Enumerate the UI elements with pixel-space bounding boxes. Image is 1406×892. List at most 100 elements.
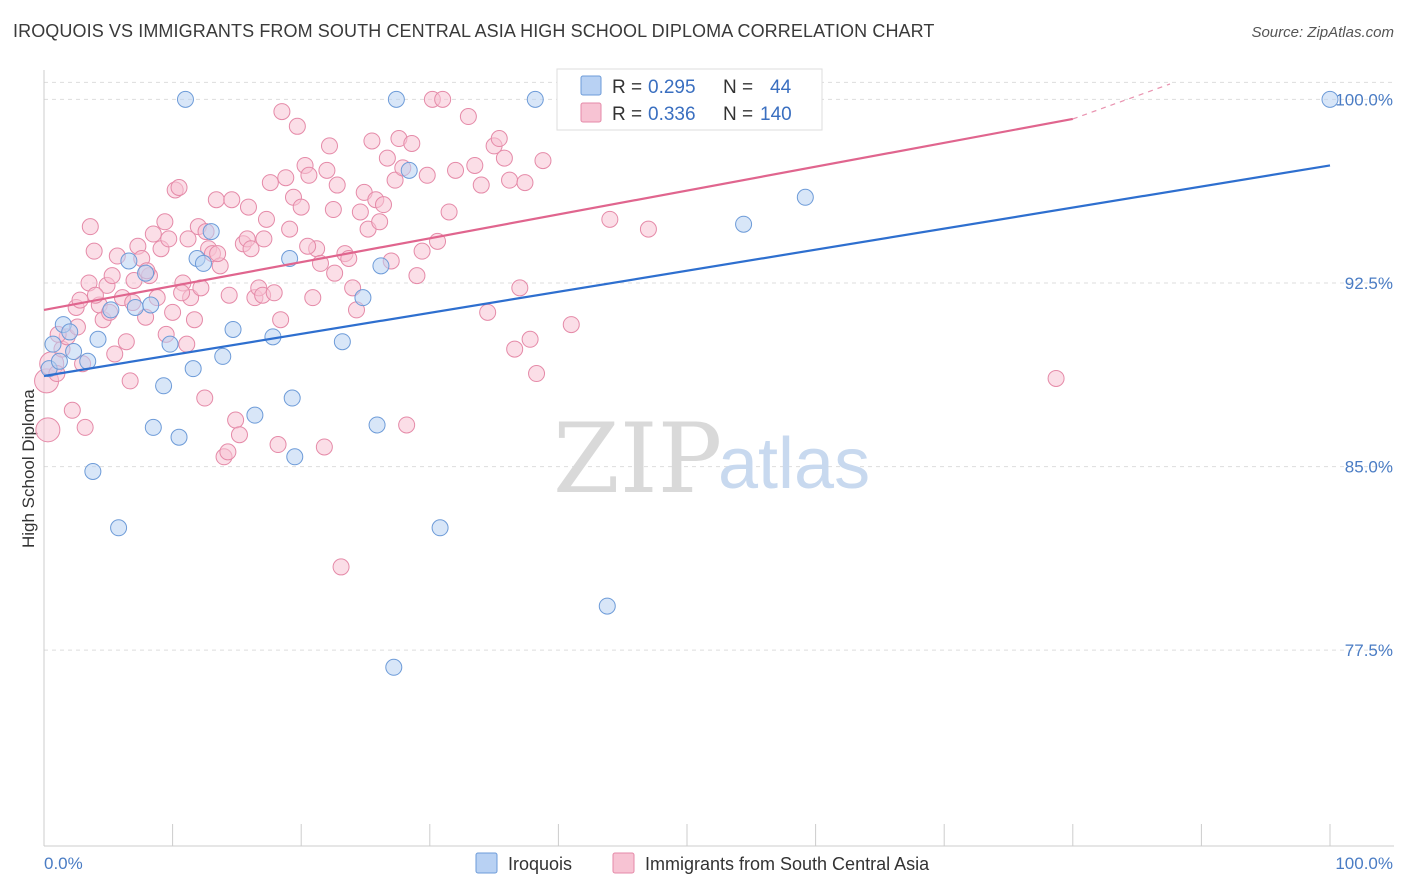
legend-r-value-iroquois: 0.295 [648, 77, 696, 98]
series-iroquois-points [40, 90, 1339, 676]
point-sca [466, 156, 484, 174]
legend-r-label-iroquois: R = [612, 77, 642, 98]
point-sca [265, 284, 283, 302]
point-sca [173, 284, 191, 302]
bottom-legend: Iroquois Immigrants from South Central A… [475, 852, 930, 874]
point-sca [242, 240, 260, 258]
point-iroquois [202, 223, 220, 241]
point-sca [103, 267, 121, 285]
y-tick-label: 85.0% [1345, 458, 1393, 477]
point-iroquois [735, 215, 753, 233]
point-iroquois [372, 257, 390, 275]
legend-n-label-sca: N = [723, 104, 753, 125]
point-sca [106, 345, 124, 363]
point-sca [506, 340, 524, 358]
y-tick-label: 92.5% [1345, 274, 1393, 293]
point-sca [288, 117, 306, 135]
point-sca [81, 218, 99, 236]
trend-line-iroquois [43, 164, 1331, 378]
trend-line-sca [43, 117, 1074, 311]
point-sca [63, 401, 81, 419]
point-sca [85, 242, 103, 260]
point-sca [562, 316, 580, 334]
point-sca [328, 176, 346, 194]
point-iroquois [170, 428, 188, 446]
point-sca [230, 426, 248, 444]
point-iroquois [176, 90, 194, 108]
point-iroquois [137, 264, 155, 282]
point-sca [227, 411, 245, 429]
point-iroquois [431, 519, 449, 537]
point-sca [408, 267, 426, 285]
source-label: Source: ZipAtlas.com [1251, 24, 1394, 41]
trend-lines [43, 83, 1331, 378]
legend-n-value-iroquois: 44 [770, 77, 792, 98]
point-sca [398, 416, 416, 434]
point-sca [1047, 369, 1065, 387]
point-iroquois [194, 254, 212, 272]
bottom-legend-label-sca: Immigrants from South Central Asia [645, 854, 930, 874]
point-sca [223, 191, 241, 209]
point-sca [490, 130, 508, 148]
point-iroquois [246, 406, 264, 424]
point-iroquois [110, 519, 128, 537]
point-sca [511, 279, 529, 297]
point-sca [459, 108, 477, 126]
watermark-zip: ZIP [553, 403, 722, 515]
point-sca [71, 291, 89, 309]
point-sca [281, 220, 299, 238]
legend-swatch-sca [580, 102, 602, 123]
axes [43, 70, 1394, 847]
legend-n-label-iroquois: N = [723, 77, 753, 98]
point-sca [495, 149, 513, 167]
point-sca [472, 176, 490, 194]
point-iroquois [286, 448, 304, 466]
point-sca [375, 196, 393, 214]
point-sca [326, 264, 344, 282]
point-iroquois [161, 335, 179, 353]
point-sca [117, 333, 135, 351]
legend-r-label-sca: R = [612, 104, 642, 125]
point-iroquois [796, 188, 814, 206]
point-iroquois [224, 320, 242, 338]
point-sca [516, 174, 534, 192]
point-sca [219, 443, 237, 461]
trend-line-sca-extension [1072, 83, 1171, 120]
point-sca [418, 166, 436, 184]
point-sca [299, 237, 317, 255]
bottom-legend-label-iroquois: Iroquois [508, 854, 572, 874]
point-sca [164, 303, 182, 321]
legend-r-value-sca: 0.336 [648, 104, 696, 125]
point-sca [501, 171, 519, 189]
point-iroquois [89, 330, 107, 348]
x-ticks [43, 824, 1331, 846]
point-iroquois [214, 347, 232, 365]
point-iroquois [142, 296, 160, 314]
watermark-atlas: atlas [718, 424, 870, 504]
point-sca [403, 134, 421, 152]
point-sca [479, 303, 497, 321]
point-sca [371, 213, 389, 231]
point-iroquois [61, 323, 79, 341]
point-sca [300, 166, 318, 184]
point-sca [292, 198, 310, 216]
point-sca [178, 335, 196, 353]
point-sca [351, 203, 369, 221]
point-sca [277, 169, 295, 187]
x-tick-labels: 0.0% 100.0% [44, 854, 1393, 873]
point-sca [239, 198, 257, 216]
point-sca [434, 90, 452, 108]
legend: R = 0.295 N = 44 R = 0.336 N = 140 [556, 68, 823, 131]
point-iroquois [184, 360, 202, 378]
point-sca [35, 417, 61, 443]
legend-n-value-sca: 140 [760, 104, 792, 125]
point-sca [386, 171, 404, 189]
point-sca [363, 132, 381, 150]
point-iroquois [526, 90, 544, 108]
point-sca [521, 330, 539, 348]
x-tick-label-min: 0.0% [44, 854, 83, 873]
point-sca [320, 137, 338, 155]
point-iroquois [385, 658, 403, 676]
point-sca [273, 103, 291, 121]
point-sca [601, 210, 619, 228]
